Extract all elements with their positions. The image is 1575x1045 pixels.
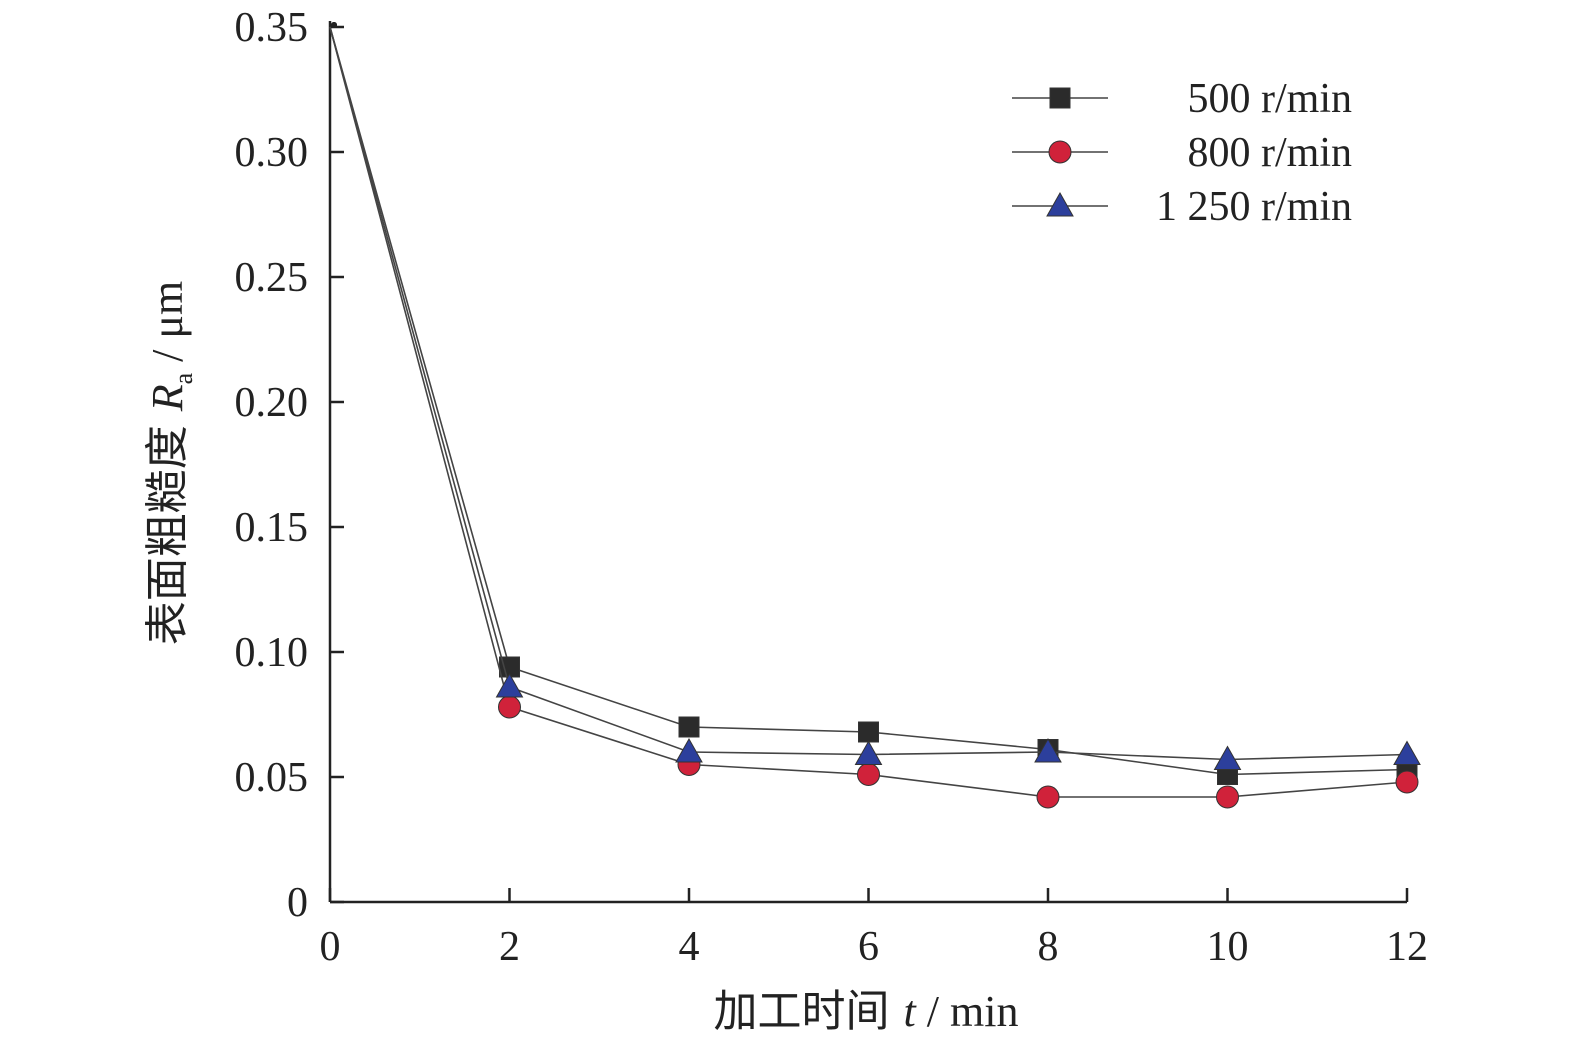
y-tick-label: 0.35 <box>235 5 309 51</box>
legend-marker <box>1046 191 1074 217</box>
data-point <box>1395 770 1419 794</box>
x-tick-label: 0 <box>320 924 341 970</box>
series-1 <box>329 22 1419 809</box>
y-tick-label: 0.15 <box>235 505 309 551</box>
y-tick-label: 0.10 <box>235 630 309 676</box>
x-tick-label: 8 <box>1038 924 1059 970</box>
data-point <box>678 716 700 738</box>
legend-item: 500 r/min <box>1012 76 1352 122</box>
data-point <box>1216 785 1239 809</box>
y-tick-label: 0.25 <box>235 255 309 301</box>
y-tick-label: 0.20 <box>235 380 309 426</box>
legend-marker <box>1049 87 1071 109</box>
x-tick-label: 10 <box>1207 924 1249 970</box>
y-tick-label: 0.30 <box>235 130 309 176</box>
series-layer <box>329 22 1421 809</box>
x-tick-label: 12 <box>1386 924 1428 970</box>
y-tick-label: 0.05 <box>235 755 309 801</box>
y-tick-label: 0 <box>287 880 308 926</box>
data-point <box>1036 785 1060 809</box>
axes: 0 2 4 6 8 10 12 0 0.05 0.10 0.15 0.20 0.25 0.30 0.35 <box>235 5 1429 970</box>
data-point <box>1213 745 1242 770</box>
legend: 500 r/min 800 r/min 1 250 r/min <box>1012 76 1352 230</box>
data-point <box>1034 737 1062 763</box>
legend-label: 1 250 r/min <box>1156 184 1352 230</box>
legend-label: 800 r/min <box>1188 130 1353 176</box>
x-axis-title: 加工时间 t / min <box>714 986 1019 1037</box>
y-axis-title: 表面粗糙度 Ra / μm <box>142 281 198 645</box>
data-point <box>675 737 703 763</box>
data-point <box>331 22 337 28</box>
legend-item: 1 250 r/min <box>1012 184 1352 230</box>
x-tick-label: 6 <box>858 924 879 970</box>
data-point <box>1393 740 1421 765</box>
data-point <box>495 672 524 698</box>
legend-label: 500 r/min <box>1188 76 1353 122</box>
data-point <box>854 740 883 765</box>
data-point <box>857 763 880 786</box>
x-tick-label: 2 <box>499 924 520 970</box>
legend-item: 800 r/min <box>1012 130 1352 176</box>
data-point <box>498 695 521 719</box>
data-point <box>858 721 879 743</box>
x-tick-label: 4 <box>679 924 700 970</box>
legend-marker <box>1048 140 1072 164</box>
series-2 <box>329 22 1421 770</box>
